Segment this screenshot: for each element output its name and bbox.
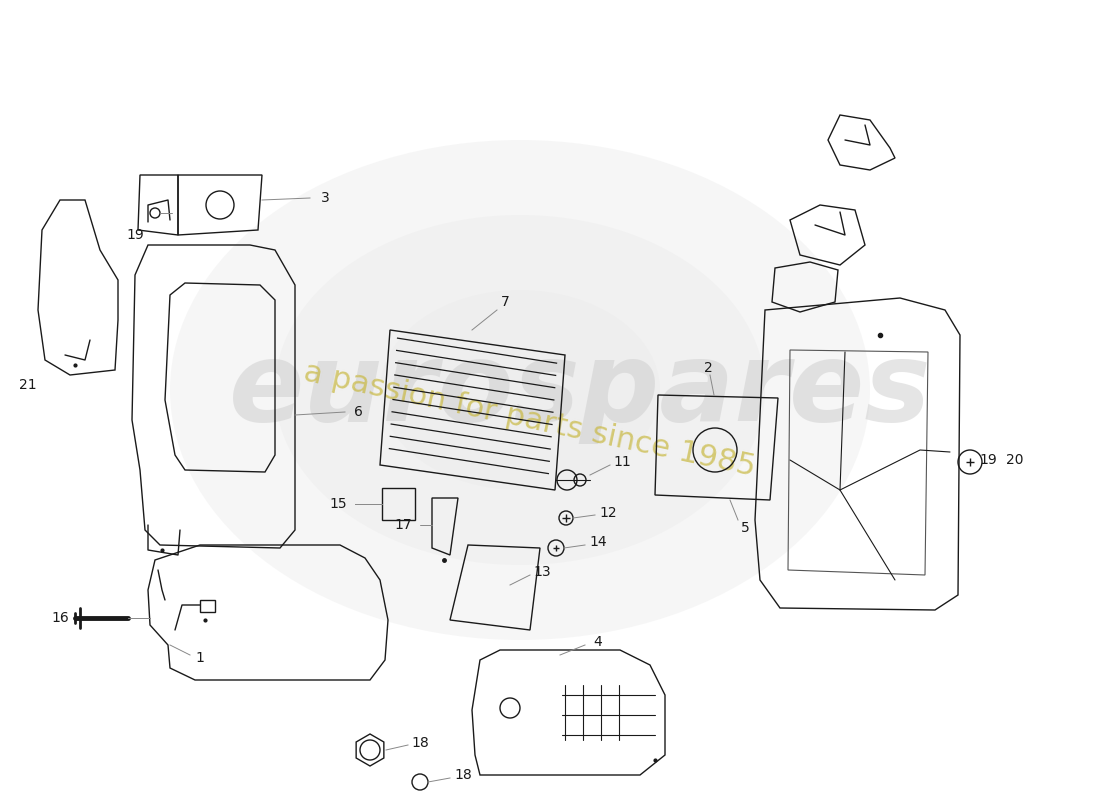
Text: 6: 6 bbox=[353, 405, 362, 419]
Text: 18: 18 bbox=[411, 736, 429, 750]
Text: 16: 16 bbox=[51, 611, 69, 625]
Text: 14: 14 bbox=[590, 535, 607, 549]
Text: 21: 21 bbox=[19, 378, 36, 392]
Text: 3: 3 bbox=[320, 191, 329, 205]
Text: a passion for parts since 1985: a passion for parts since 1985 bbox=[301, 358, 759, 482]
Text: 12: 12 bbox=[600, 506, 617, 520]
Text: 19: 19 bbox=[979, 453, 997, 467]
Text: 4: 4 bbox=[594, 635, 603, 649]
Ellipse shape bbox=[170, 140, 870, 640]
Ellipse shape bbox=[379, 290, 660, 490]
Text: 15: 15 bbox=[329, 497, 346, 511]
Text: eurospares: eurospares bbox=[229, 337, 932, 443]
Text: 1: 1 bbox=[196, 651, 205, 665]
Text: 18: 18 bbox=[454, 768, 472, 782]
Text: 19: 19 bbox=[126, 228, 144, 242]
Text: 2: 2 bbox=[704, 361, 713, 375]
Text: 11: 11 bbox=[613, 455, 631, 469]
Text: 20: 20 bbox=[1006, 453, 1024, 467]
Text: 17: 17 bbox=[394, 518, 411, 532]
Text: 13: 13 bbox=[534, 565, 551, 579]
Bar bbox=[200, 600, 214, 612]
Text: 7: 7 bbox=[500, 295, 509, 309]
Text: 5: 5 bbox=[740, 521, 749, 535]
Ellipse shape bbox=[275, 215, 764, 565]
